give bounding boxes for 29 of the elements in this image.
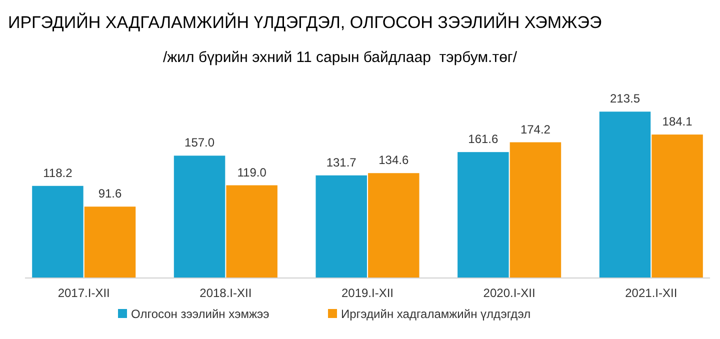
x-tick-label: 2017.I-XII: [58, 286, 110, 300]
bar: [652, 134, 703, 278]
bar: [599, 112, 651, 278]
x-tick-label: 2018.I-XII: [200, 286, 252, 300]
data-label: 184.1: [662, 114, 693, 129]
chart-subtitle: /жил бүрийн эхний 11 сарын байдлаар тэрбум.төг/: [162, 49, 518, 66]
bar: [84, 206, 136, 278]
bar: [368, 173, 420, 278]
data-label: 213.5: [610, 92, 640, 106]
data-label: 119.0: [237, 165, 267, 180]
data-label: 131.7: [326, 155, 357, 170]
data-label: 118.2: [43, 166, 73, 180]
legend-label: Олгосон зээлийн хэмжээ: [131, 307, 270, 321]
bar: [458, 152, 509, 278]
bar: [226, 185, 278, 278]
bar: [174, 156, 226, 278]
legend-label: Иргэдийн хадгаламжийн үлдэгдэл: [341, 307, 531, 321]
data-label: 157.0: [184, 136, 215, 150]
bar: [32, 186, 84, 278]
data-label: 174.2: [520, 122, 551, 136]
x-tick-label: 2021.I-XII: [625, 286, 678, 300]
data-label: 91.6: [98, 186, 122, 201]
chart-title: ИРГЭДИЙН ХАДГАЛАМЖИЙН ҮЛДЭГДЭЛ, ОЛГОСОН ЗЭЭЛИЙН ХЭМЖЭЭ: [8, 12, 602, 32]
x-tick-label: 2019.I-XII: [341, 286, 394, 300]
bar: [510, 142, 562, 278]
data-label: 134.6: [378, 153, 409, 168]
x-tick-label: 2020.I-XII: [483, 286, 536, 300]
data-label: 161.6: [468, 132, 499, 146]
bar: [316, 175, 367, 278]
